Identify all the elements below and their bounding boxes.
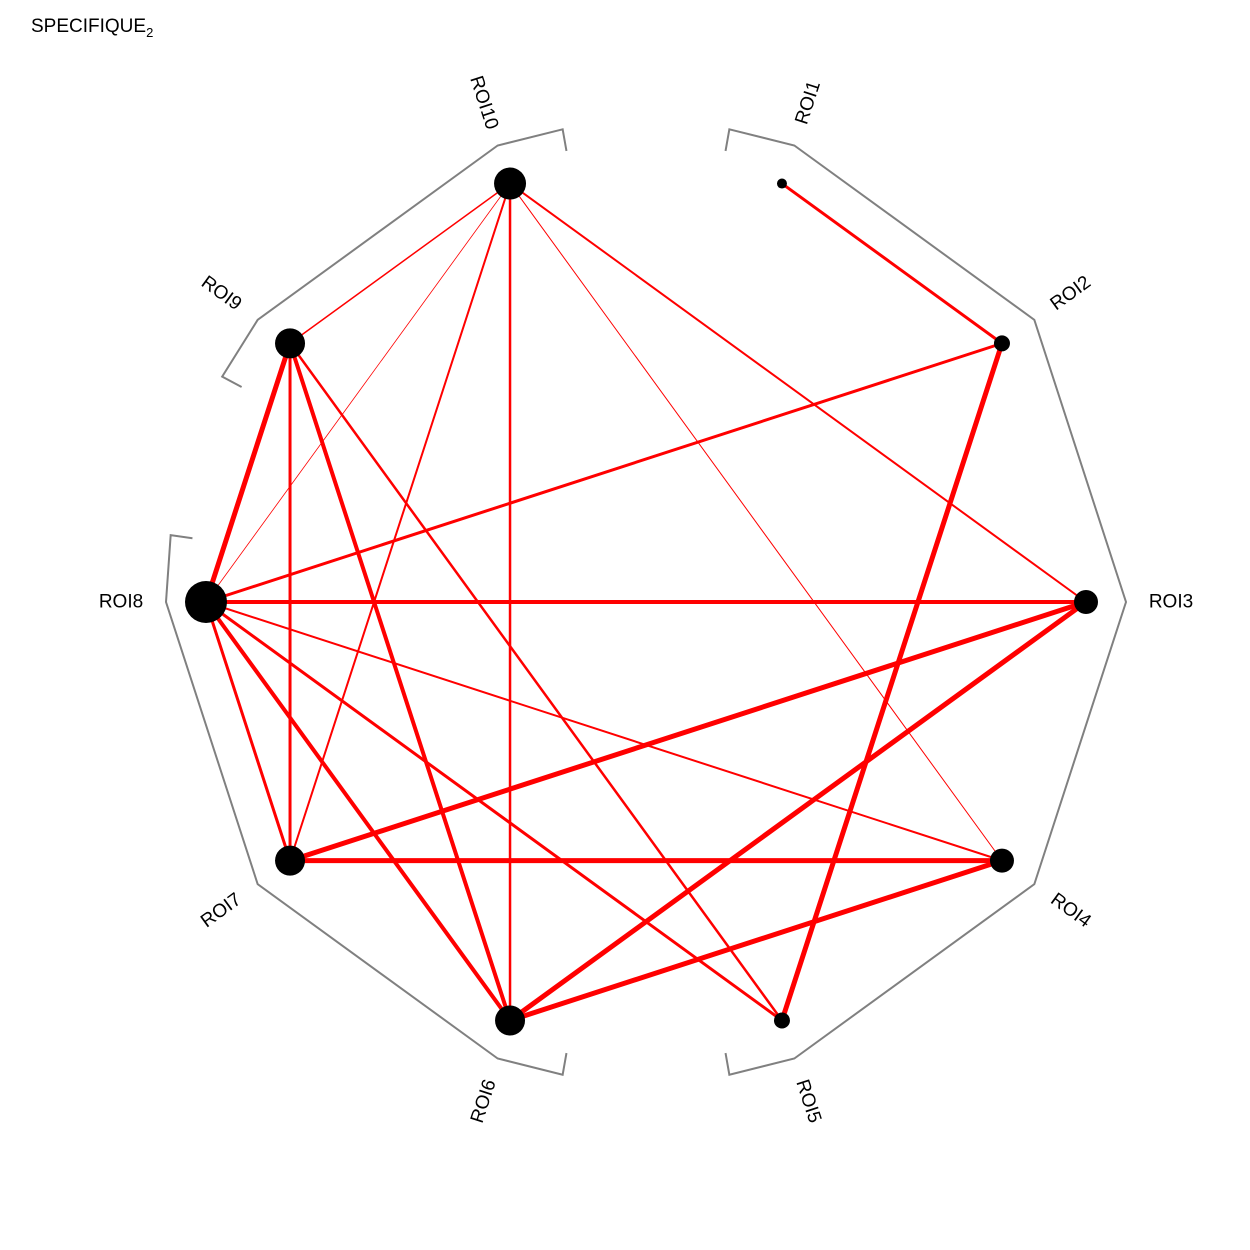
node-roi7[interactable] (275, 845, 306, 876)
edge-roi8-roi5 (204, 600, 784, 1022)
graph-title: SPECIFIQUE2 (31, 16, 153, 40)
node-roi6[interactable] (495, 1005, 526, 1036)
group-bracket-3 (220, 128, 568, 388)
node-roi4[interactable] (989, 848, 1014, 873)
group-brackets (164, 128, 1128, 1076)
group-bracket-1 (724, 128, 1128, 1076)
edge-roi8-roi7 (204, 600, 292, 863)
node-roi1[interactable] (776, 178, 787, 189)
node-roi8[interactable] (185, 581, 227, 623)
edge-roi7-roi3 (287, 599, 1089, 864)
node-roi5[interactable] (773, 1012, 790, 1029)
edge-roi8-roi6 (204, 600, 513, 1023)
edge-roi10-roi3 (509, 182, 1087, 603)
node-roi2[interactable] (993, 335, 1010, 352)
node-roi10[interactable] (494, 167, 527, 200)
edge-roi1-roi2 (780, 182, 1004, 345)
edge-roi10-roi9 (289, 182, 511, 345)
node-label-roi6: ROI6 (467, 1077, 501, 1126)
edge-roi6-roi3 (507, 599, 1089, 1023)
nodes (185, 167, 1098, 1036)
edge-roi10-roi7 (289, 182, 512, 862)
edge-roi9-roi6 (288, 341, 513, 1023)
group-bracket-2 (164, 534, 568, 1076)
node-labels: ROI1 ROI2 ROI3 ROI4 ROI5 ROI6 ROI7 ROI8 ROI9 ROI1… (99, 73, 1193, 1125)
edge-roi6-roi4 (507, 858, 1005, 1023)
edge-roi2-roi8 (204, 341, 1004, 604)
edge-roi9-roi8 (203, 340, 293, 605)
node-label-roi3: ROI3 (1149, 592, 1193, 613)
edge-roi9-roi5 (288, 342, 784, 1022)
node-label-roi2: ROI2 (1047, 272, 1095, 315)
node-label-roi4: ROI4 (1047, 889, 1096, 932)
node-label-roi5: ROI5 (791, 1077, 825, 1126)
node-roi3[interactable] (1074, 590, 1098, 614)
node-label-roi7: ROI7 (197, 889, 245, 932)
graph-title-subscript: 2 (146, 25, 154, 40)
node-roi9[interactable] (275, 328, 306, 359)
edge-roi2-roi5 (779, 340, 1005, 1023)
edges (203, 182, 1089, 1023)
edge-roi10-roi8 (205, 183, 511, 603)
graph-title-main: SPECIFIQUE (31, 16, 147, 37)
node-label-roi10: ROI10 (465, 73, 502, 132)
node-label-roi9: ROI9 (197, 272, 245, 315)
node-label-roi8: ROI8 (99, 592, 143, 613)
edge-roi10-roi4 (509, 183, 1003, 862)
node-label-roi1: ROI1 (791, 78, 825, 127)
edge-roi8-roi4 (205, 601, 1003, 862)
